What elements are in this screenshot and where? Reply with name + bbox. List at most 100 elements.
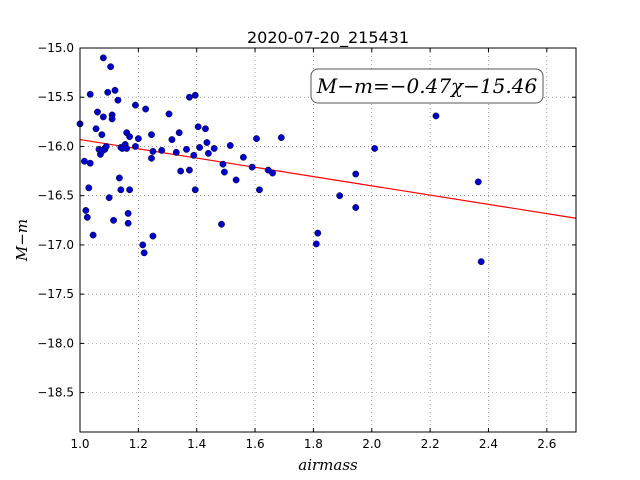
- x-tick-label: 2.0: [362, 437, 381, 451]
- data-point: [99, 54, 107, 62]
- data-point: [124, 210, 132, 217]
- data-point: [269, 169, 276, 177]
- data-point: [126, 186, 134, 194]
- data-point: [191, 186, 199, 194]
- data-point: [183, 146, 190, 153]
- data-point: [140, 249, 148, 257]
- x-tick-label: 1.4: [187, 437, 206, 451]
- data-point: [253, 135, 260, 142]
- data-point: [102, 143, 110, 150]
- data-point: [165, 110, 173, 118]
- fit-equation: M−m=−0.47χ−15.46: [316, 74, 538, 98]
- data-points: [76, 54, 485, 266]
- data-point: [126, 133, 134, 141]
- x-axis-label: airmass: [298, 456, 358, 474]
- data-point: [202, 125, 209, 133]
- data-point: [256, 186, 263, 194]
- data-point: [114, 96, 122, 104]
- data-point: [149, 232, 157, 240]
- data-point: [248, 163, 256, 171]
- data-point: [352, 170, 360, 178]
- data-point: [115, 174, 123, 182]
- y-tick-label: −17.0: [37, 238, 74, 252]
- axis-ticks: 1.0 1.2 1.4 1.6 1.8 2.0 2.2 2.4 2.6 −15.0 −15.5 −16…: [37, 41, 576, 451]
- data-point: [117, 186, 125, 194]
- data-point: [108, 115, 116, 123]
- data-point: [432, 112, 440, 120]
- data-point: [203, 139, 211, 146]
- x-tick-label: 1.8: [304, 437, 323, 451]
- y-tick-label: −16.5: [37, 189, 74, 203]
- x-tick-label: 2.4: [479, 437, 498, 451]
- chart-title: 2020-07-20_215431: [247, 28, 409, 48]
- data-point: [110, 216, 117, 224]
- data-point: [204, 149, 212, 157]
- x-tick-label: 1.0: [70, 437, 89, 451]
- data-point: [371, 145, 379, 152]
- data-point: [80, 157, 88, 165]
- data-point: [186, 93, 193, 101]
- data-point: [177, 167, 185, 175]
- data-point: [132, 101, 139, 109]
- data-point: [107, 63, 115, 71]
- data-point: [82, 207, 90, 214]
- data-point: [134, 135, 142, 142]
- annotation-box: [310, 68, 544, 104]
- data-point: [239, 153, 247, 161]
- data-point: [312, 240, 320, 248]
- data-point: [139, 241, 147, 249]
- data-point: [148, 131, 155, 139]
- data-point: [158, 146, 166, 154]
- data-point: [194, 123, 202, 131]
- y-tick-label: −16.0: [37, 139, 74, 153]
- data-point: [336, 192, 344, 200]
- data-point: [149, 147, 157, 155]
- data-point: [94, 108, 101, 116]
- data-point: [83, 213, 91, 221]
- data-point: [221, 168, 228, 176]
- data-point: [314, 229, 322, 237]
- data-point: [124, 219, 132, 227]
- data-point: [352, 204, 360, 211]
- fit-annotation: M−m=−0.47χ−15.46: [310, 68, 544, 104]
- data-point: [172, 148, 180, 156]
- data-point: [210, 145, 218, 152]
- data-point: [86, 159, 94, 167]
- data-point: [191, 91, 199, 99]
- data-point: [477, 258, 485, 266]
- data-point: [474, 178, 482, 186]
- data-point: [86, 90, 94, 98]
- y-axis-label: M−m: [13, 219, 31, 262]
- data-point: [123, 145, 131, 152]
- y-tick-label: −17.5: [37, 287, 74, 301]
- data-point: [132, 143, 139, 150]
- y-tick-label: −18.5: [37, 386, 74, 400]
- x-tick-label: 2.2: [421, 437, 440, 451]
- data-point: [98, 131, 106, 139]
- data-point: [111, 86, 119, 94]
- data-point: [196, 144, 204, 151]
- data-point: [277, 134, 285, 142]
- data-point: [85, 184, 93, 192]
- data-point: [89, 231, 97, 239]
- data-point: [168, 136, 176, 143]
- data-point: [186, 166, 193, 174]
- data-point: [105, 194, 113, 202]
- data-point: [219, 160, 227, 168]
- data-point: [104, 88, 112, 96]
- data-point: [218, 220, 225, 228]
- y-tick-label: −15.5: [37, 90, 74, 104]
- data-point: [92, 125, 100, 133]
- data-point: [175, 129, 183, 137]
- x-tick-label: 1.6: [246, 437, 265, 451]
- data-point: [226, 142, 234, 149]
- data-point: [190, 151, 198, 159]
- data-point: [142, 105, 150, 113]
- y-tick-label: −15.0: [37, 41, 74, 55]
- data-point: [99, 113, 107, 121]
- y-tick-label: −18.0: [37, 336, 74, 350]
- x-tick-label: 1.2: [129, 437, 148, 451]
- x-tick-label: 2.6: [537, 437, 556, 451]
- data-point: [148, 154, 155, 162]
